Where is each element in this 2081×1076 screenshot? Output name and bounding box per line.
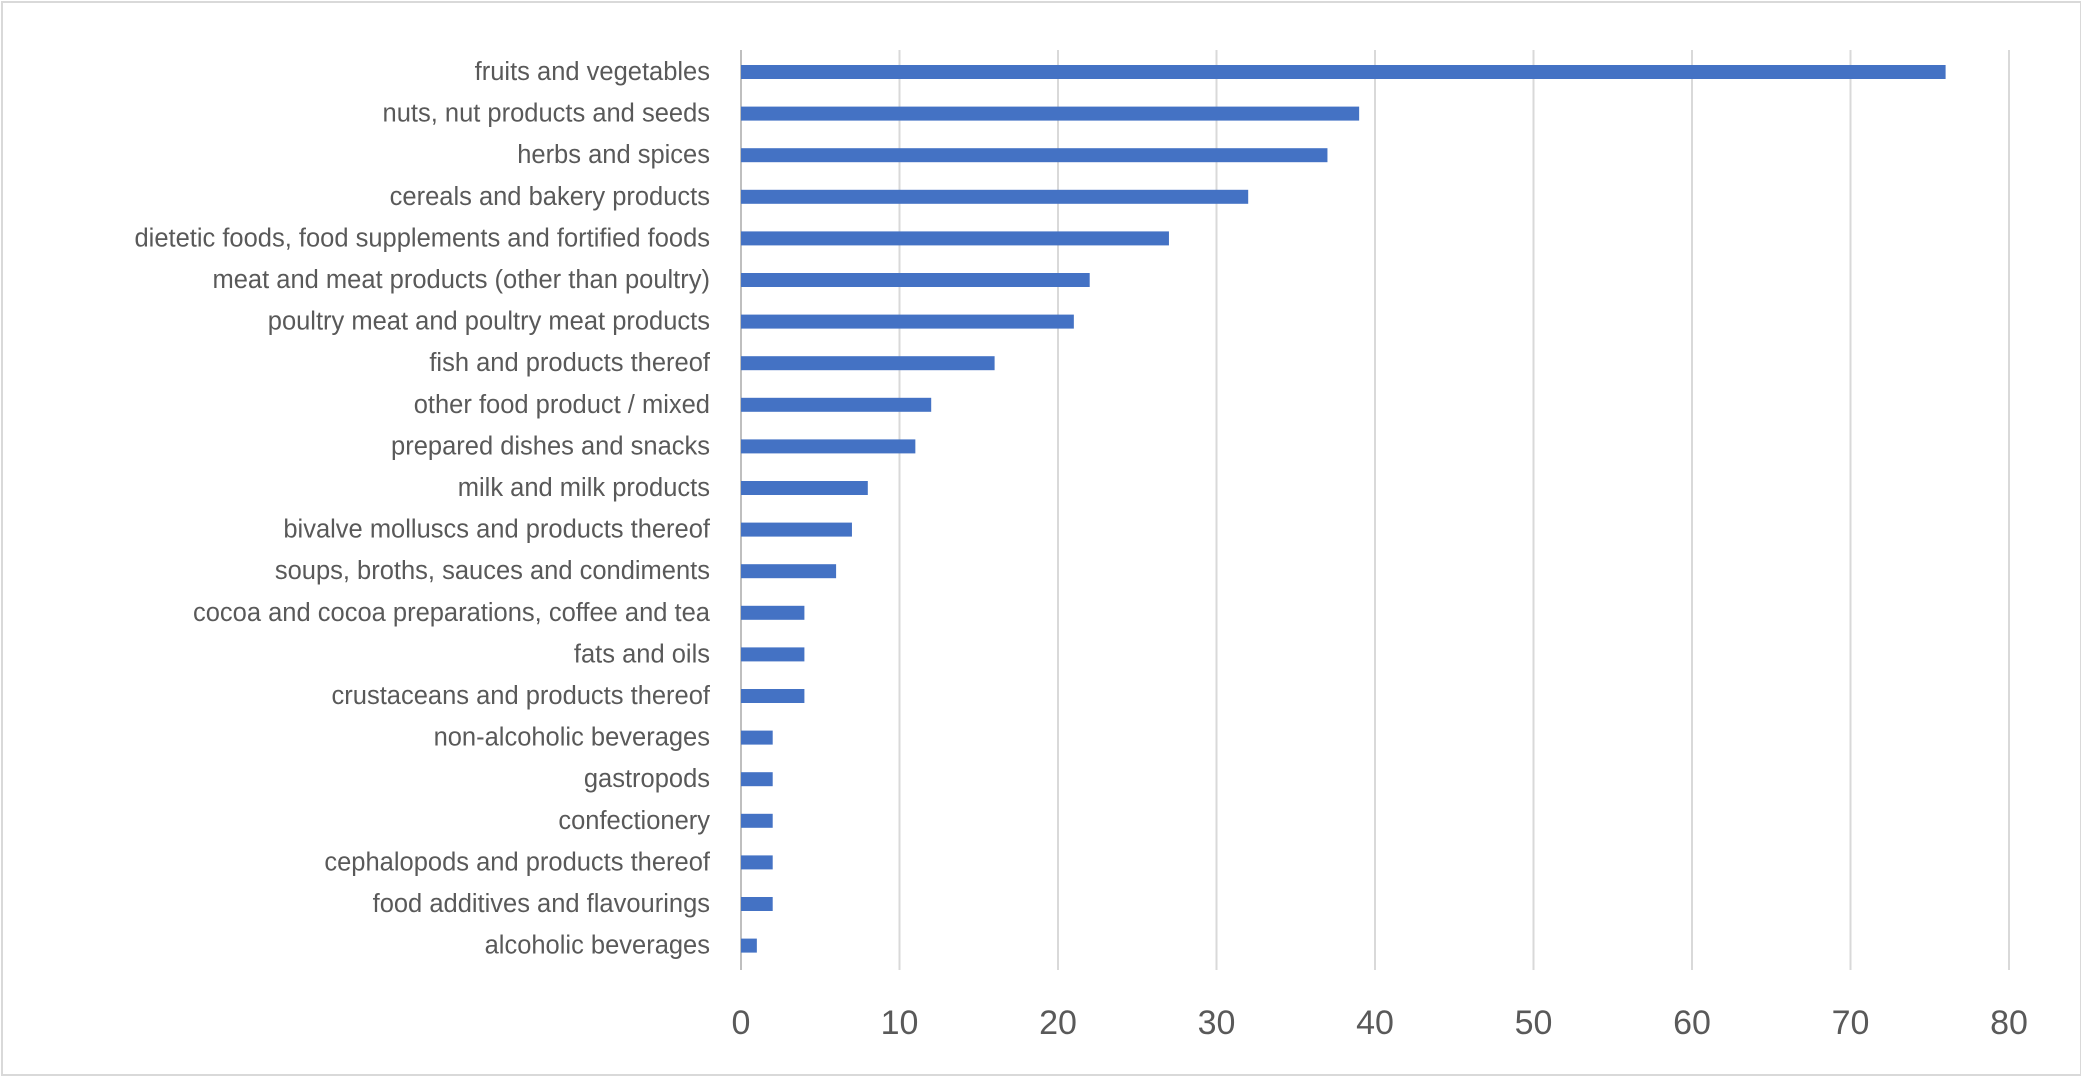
category-label: alcoholic beverages (485, 932, 710, 960)
gridlines (740, 50, 2010, 970)
bar (741, 938, 757, 953)
x-tick-label: 60 (1673, 1004, 1711, 1042)
category-label: poultry meat and poultry meat products (268, 308, 710, 336)
bar (741, 481, 868, 495)
bar (741, 273, 1090, 287)
bar (741, 439, 916, 454)
bar (741, 605, 805, 620)
x-tick-label: 0 (732, 1004, 751, 1042)
x-axis-tick-labels: 0 10 20 30 40 50 60 70 80 (732, 1004, 2028, 1042)
bar (741, 855, 773, 870)
bar (741, 897, 773, 911)
category-label: cocoa and cocoa preparations, coffee and… (193, 599, 711, 627)
bar (741, 189, 1249, 204)
bar (741, 564, 837, 579)
x-tick-label: 40 (1356, 1004, 1394, 1042)
bar (741, 813, 773, 828)
category-label: gastropods (584, 765, 710, 793)
category-labels: fruits and vegetables nuts, nut products … (134, 58, 710, 960)
category-label: crustaceans and products thereof (332, 682, 711, 710)
bar (741, 522, 852, 537)
category-label: other food product / mixed (414, 391, 710, 419)
category-label: milk and milk products (458, 474, 710, 502)
bar (741, 647, 805, 662)
x-tick-label: 30 (1198, 1004, 1236, 1042)
bar (741, 356, 995, 371)
x-tick-label: 80 (1990, 1004, 2028, 1042)
category-label: cereals and bakery products (390, 183, 710, 211)
category-label: herbs and spices (517, 141, 710, 169)
category-label: confectionery (558, 807, 710, 835)
category-label: meat and meat products (other than poult… (212, 266, 710, 294)
category-label: nuts, nut products and seeds (383, 100, 710, 128)
bar (741, 65, 1946, 79)
category-label: fish and products thereof (429, 349, 711, 377)
category-label: prepared dishes and snacks (391, 432, 710, 460)
bar (741, 231, 1169, 246)
bars (741, 65, 1946, 953)
x-tick-label: 20 (1039, 1004, 1077, 1042)
bar (741, 730, 773, 745)
x-tick-label: 50 (1515, 1004, 1553, 1042)
bar (741, 314, 1074, 329)
x-tick-label: 10 (881, 1004, 919, 1042)
category-label: fats and oils (574, 640, 710, 668)
category-label: bivalve molluscs and products thereof (283, 516, 711, 544)
category-label: non-alcoholic beverages (434, 724, 710, 752)
bar (741, 148, 1328, 163)
bar (741, 689, 805, 703)
category-label: cephalopods and products thereof (324, 848, 711, 876)
bar (741, 397, 932, 412)
bar (741, 106, 1360, 121)
category-label: food additives and flavourings (373, 890, 710, 918)
category-label: soups, broths, sauces and condiments (275, 557, 710, 585)
bar (741, 772, 773, 787)
category-label: dietetic foods, food supplements and for… (134, 224, 710, 252)
x-tick-label: 70 (1832, 1004, 1870, 1042)
category-label: fruits and vegetables (475, 58, 710, 86)
